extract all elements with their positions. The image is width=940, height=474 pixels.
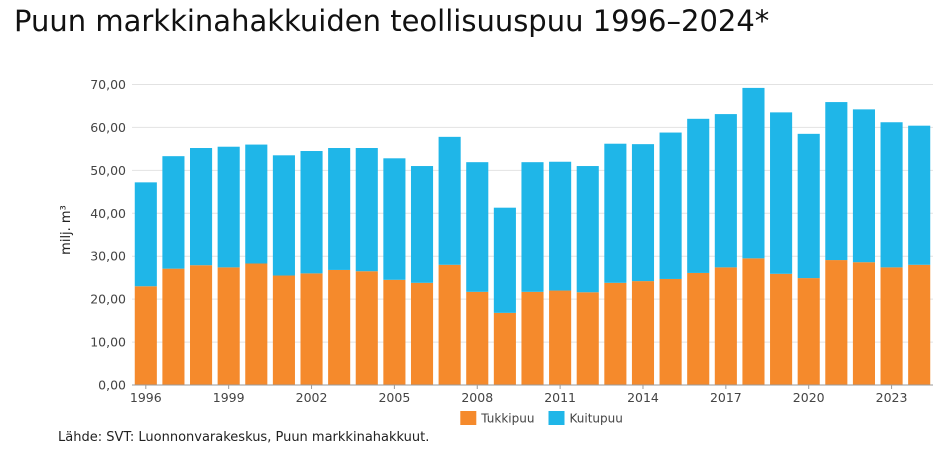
bar-tukkipuu-2018[interactable]: Tukkipuu 2018: 29.5 — [742, 258, 765, 385]
bar-tukkipuu-2011[interactable]: Tukkipuu 2011: 22 — [549, 290, 572, 385]
legend-swatch — [460, 411, 477, 425]
bar-kuitupuu-2001[interactable]: Kuitupuu 2001: 28 — [272, 155, 295, 276]
y-tick-label: 60,00 — [90, 120, 126, 135]
bar-tukkipuu-2020[interactable]: Tukkipuu 2020: 24.9 — [797, 278, 820, 385]
legend-swatch — [548, 411, 565, 425]
y-tick-label: 0,00 — [98, 378, 126, 393]
x-tick-label: 2020 — [793, 390, 825, 405]
bar-tukkipuu-1997[interactable]: Tukkipuu 1997: 27.1 — [162, 268, 185, 385]
bar-kuitupuu-1999[interactable]: Kuitupuu 1999: 28.1 — [217, 146, 240, 268]
bar-tukkipuu-2015[interactable]: Tukkipuu 2015: 24.7 — [659, 278, 682, 385]
x-tick-label: 1996 — [130, 390, 162, 405]
bar-tukkipuu-2009[interactable]: Tukkipuu 2009: 16.8 — [493, 312, 516, 385]
bar-kuitupuu-2019[interactable]: Kuitupuu 2019: 37.6 — [770, 112, 793, 274]
x-tick-label: 2014 — [627, 390, 659, 405]
bar-kuitupuu-2005[interactable]: Kuitupuu 2005: 28.3 — [383, 158, 406, 280]
bar-kuitupuu-2002[interactable]: Kuitupuu 2002: 28.5 — [300, 151, 323, 274]
bar-kuitupuu-2011[interactable]: Kuitupuu 2011: 30 — [549, 161, 572, 291]
legend-item-kuitupuu[interactable]: Kuitupuu — [548, 411, 623, 426]
bar-kuitupuu-2012[interactable]: Kuitupuu 2012: 29.4 — [576, 166, 599, 293]
stacked-bar-chart: Tukkipuu 1996: 23Kuitupuu 1996: 24.2Tukk… — [59, 77, 933, 426]
bar-tukkipuu-2012[interactable]: Tukkipuu 2012: 21.6 — [576, 292, 599, 385]
x-axis: 1996 1999 2002 2005 2008 2011 2014 2017 2020 2023 — [130, 384, 933, 405]
bar-tukkipuu-1999[interactable]: Tukkipuu 1999: 27.4 — [217, 267, 240, 385]
bars: Tukkipuu 1996: 23Kuitupuu 1996: 24.2Tukk… — [134, 87, 931, 385]
bar-kuitupuu-2018[interactable]: Kuitupuu 2018: 39.7 — [742, 87, 765, 259]
y-tick-label: 20,00 — [90, 292, 126, 307]
bar-tukkipuu-2005[interactable]: Tukkipuu 2005: 24.5 — [383, 279, 406, 385]
bar-kuitupuu-2013[interactable]: Kuitupuu 2013: 32.4 — [604, 143, 627, 283]
bar-kuitupuu-1998[interactable]: Kuitupuu 1998: 27.3 — [190, 148, 213, 266]
bar-kuitupuu-2017[interactable]: Kuitupuu 2017: 35.7 — [714, 114, 737, 268]
x-tick-label: 2002 — [296, 390, 328, 405]
y-tick-label: 40,00 — [90, 206, 126, 221]
bar-kuitupuu-2006[interactable]: Kuitupuu 2006: 27.2 — [410, 166, 434, 283]
bar-kuitupuu-1996[interactable]: Kuitupuu 1996: 24.2 — [134, 182, 157, 287]
bar-tukkipuu-2006[interactable]: Tukkipuu 2006: 23.8 — [410, 282, 434, 385]
y-axis: 0,00 10,00 20,00 30,00 40,00 50,00 60,00 70,00 — [90, 77, 126, 393]
bar-tukkipuu-2022[interactable]: Tukkipuu 2022: 28.6 — [852, 262, 875, 385]
bar-tukkipuu-2019[interactable]: Tukkipuu 2019: 25.9 — [770, 273, 793, 385]
bar-tukkipuu-2001[interactable]: Tukkipuu 2001: 25.5 — [272, 275, 295, 385]
bar-tukkipuu-2010[interactable]: Tukkipuu 2010: 21.7 — [521, 291, 544, 385]
y-tick-label: 50,00 — [90, 163, 126, 178]
bar-kuitupuu-2021[interactable]: Kuitupuu 2021: 36.8 — [825, 102, 848, 261]
chart-title: Puun markkinahakkuiden teollisuuspuu 199… — [14, 4, 770, 38]
x-tick-label: 1999 — [213, 390, 245, 405]
bar-tukkipuu-2007[interactable]: Tukkipuu 2007: 28 — [438, 264, 461, 385]
y-tick-label: 10,00 — [90, 335, 126, 350]
bar-kuitupuu-2022[interactable]: Kuitupuu 2022: 35.6 — [852, 109, 875, 263]
x-tick-label: 2011 — [544, 390, 576, 405]
bar-kuitupuu-2015[interactable]: Kuitupuu 2015: 34.1 — [659, 132, 682, 279]
bar-kuitupuu-2023[interactable]: Kuitupuu 2023: 33.8 — [880, 122, 903, 268]
bar-tukkipuu-2008[interactable]: Tukkipuu 2008: 21.7 — [466, 291, 489, 385]
y-tick-label: 30,00 — [90, 249, 126, 264]
bar-kuitupuu-2024[interactable]: Kuitupuu 2024: 32.4 — [908, 125, 931, 265]
bar-kuitupuu-2000[interactable]: Kuitupuu 2000: 27.7 — [245, 144, 268, 264]
x-tick-label: 2017 — [710, 390, 742, 405]
bar-tukkipuu-2002[interactable]: Tukkipuu 2002: 26 — [300, 273, 323, 385]
x-tick-label: 2005 — [378, 390, 410, 405]
bar-kuitupuu-2003[interactable]: Kuitupuu 2003: 28.4 — [328, 148, 351, 270]
legend[interactable]: Tukkipuu Kuitupuu — [460, 411, 623, 426]
bar-kuitupuu-2009[interactable]: Kuitupuu 2009: 24.5 — [493, 207, 516, 313]
bar-tukkipuu-2003[interactable]: Tukkipuu 2003: 26.8 — [328, 269, 351, 385]
legend-label: Kuitupuu — [570, 412, 623, 426]
legend-item-tukkipuu[interactable]: Tukkipuu — [460, 411, 534, 426]
bar-tukkipuu-2014[interactable]: Tukkipuu 2014: 24.2 — [631, 281, 655, 385]
bar-kuitupuu-2004[interactable]: Kuitupuu 2004: 28.7 — [355, 148, 378, 272]
bar-tukkipuu-2016[interactable]: Tukkipuu 2016: 26.1 — [687, 272, 710, 385]
legend-label: Tukkipuu — [480, 412, 534, 426]
bar-tukkipuu-2024[interactable]: Tukkipuu 2024: 28 — [908, 264, 931, 385]
bar-tukkipuu-2000[interactable]: Tukkipuu 2000: 28.3 — [245, 263, 268, 385]
y-tick-label: 70,00 — [90, 77, 126, 92]
bar-tukkipuu-2004[interactable]: Tukkipuu 2004: 26.5 — [355, 271, 378, 385]
bar-tukkipuu-2013[interactable]: Tukkipuu 2013: 23.8 — [604, 282, 627, 385]
bar-kuitupuu-2016[interactable]: Kuitupuu 2016: 35.9 — [687, 118, 710, 273]
y-axis-title: milj. m³ — [59, 205, 74, 255]
bar-tukkipuu-2021[interactable]: Tukkipuu 2021: 29.1 — [825, 260, 848, 385]
bar-tukkipuu-1998[interactable]: Tukkipuu 1998: 27.9 — [190, 265, 213, 385]
bar-kuitupuu-2020[interactable]: Kuitupuu 2020: 33.6 — [797, 133, 820, 279]
source-note: Lähde: SVT: Luonnonvarakeskus, Puun mark… — [58, 430, 430, 445]
bar-tukkipuu-1996[interactable]: Tukkipuu 1996: 23 — [134, 286, 157, 385]
bar-tukkipuu-2023[interactable]: Tukkipuu 2023: 27.4 — [880, 267, 903, 385]
bar-kuitupuu-2008[interactable]: Kuitupuu 2008: 30.2 — [466, 162, 489, 292]
x-tick-label: 2008 — [461, 390, 493, 405]
bar-kuitupuu-2007[interactable]: Kuitupuu 2007: 29.8 — [438, 136, 461, 265]
bar-tukkipuu-2017[interactable]: Tukkipuu 2017: 27.4 — [714, 267, 737, 385]
bar-kuitupuu-2010[interactable]: Kuitupuu 2010: 30.2 — [521, 162, 544, 292]
bar-kuitupuu-2014[interactable]: Kuitupuu 2014: 31.9 — [631, 144, 655, 282]
bar-kuitupuu-1997[interactable]: Kuitupuu 1997: 26.2 — [162, 156, 185, 269]
x-tick-label: 2023 — [876, 390, 908, 405]
